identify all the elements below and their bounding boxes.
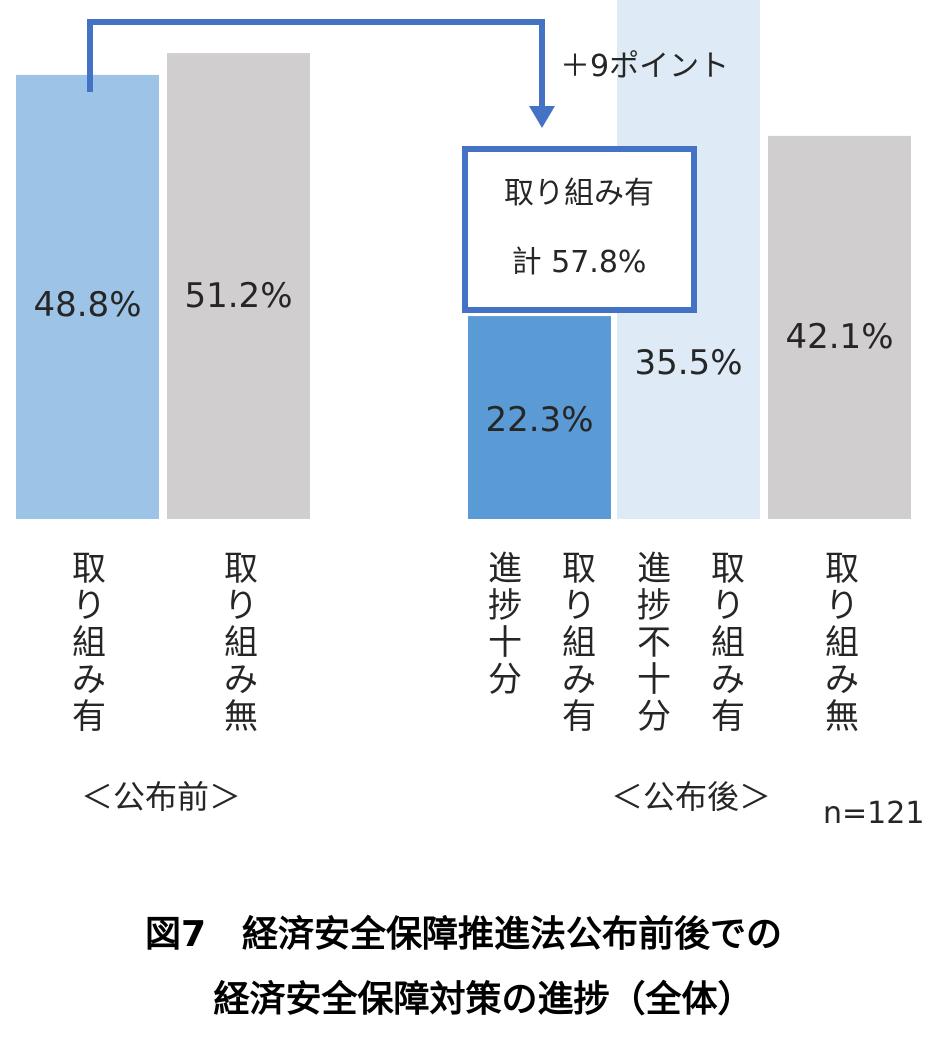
bar-after-enough (468, 316, 611, 519)
bar-before-yes (16, 74, 159, 520)
label-before-no: 51.2% (184, 276, 292, 316)
change-arrow-head (529, 106, 555, 128)
cat-label-after-not-enough: 進捗不十分 (637, 549, 671, 737)
cat-label-before-yes: 取り組み有 (72, 549, 106, 737)
cat-label-after-yes-2: 取り組み有 (711, 549, 745, 737)
cat-label-before-no: 取り組み無 (224, 549, 258, 737)
bar-after-no (768, 135, 911, 519)
total-box-line2: 計 57.8% (512, 245, 647, 280)
cat-label-after-enough: 進捗十分 (488, 549, 522, 700)
figure-caption-line2: 経済安全保障対策の進捗（全体） (213, 979, 754, 1020)
sample-size: n=121 (823, 796, 924, 831)
change-arrow-line (87, 19, 545, 108)
label-after-enough: 22.3% (485, 400, 593, 440)
total-box (462, 146, 697, 313)
group-label-after: ＜公布後＞ (611, 778, 771, 816)
cat-label-after-no: 取り組み無 (825, 549, 859, 737)
figure-caption-line1: 図7 経済安全保障推進法公布前後での (144, 914, 783, 955)
label-after-not-enough: 35.5% (634, 343, 742, 383)
label-after-no: 42.1% (785, 317, 893, 357)
bar-before-no (167, 53, 310, 520)
change-annotation: ＋9ポイント (560, 49, 729, 84)
cat-label-after-yes-1: 取り組み有 (562, 549, 596, 737)
total-box-line1: 取り組み有 (504, 176, 654, 211)
label-before-yes: 48.8% (33, 285, 141, 325)
group-label-before: ＜公布前＞ (81, 778, 241, 816)
